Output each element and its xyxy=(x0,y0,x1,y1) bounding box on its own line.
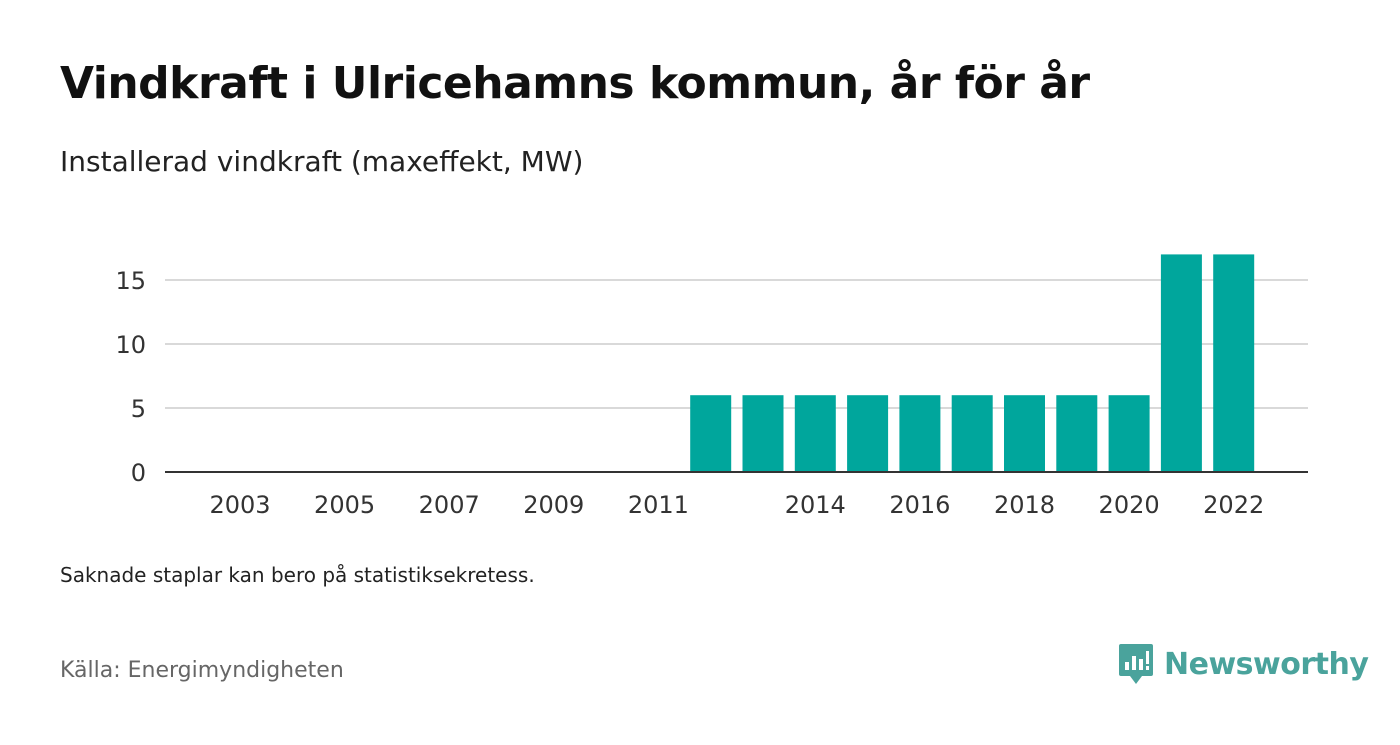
chart-subtitle: Installerad vindkraft (maxeffekt, MW) xyxy=(60,145,584,178)
x-tick-label: 2020 xyxy=(1099,491,1160,519)
x-tick-label: 2016 xyxy=(889,491,950,519)
newsworthy-logo-icon xyxy=(1119,644,1153,684)
brand-logo: Newsworthy xyxy=(1118,641,1369,687)
bar xyxy=(899,395,941,472)
x-tick-label: 2003 xyxy=(209,491,270,519)
y-tick-label: 0 xyxy=(131,459,146,487)
x-tick-label: 2022 xyxy=(1203,491,1264,519)
bar xyxy=(847,395,889,472)
bar xyxy=(1108,395,1150,472)
bar xyxy=(690,395,732,472)
chart-title: Vindkraft i Ulricehamns kommun, år för å… xyxy=(60,58,1090,109)
y-tick-label: 15 xyxy=(115,267,146,295)
x-tick-label: 2018 xyxy=(994,491,1055,519)
bar xyxy=(742,395,784,472)
footnote: Saknade staplar kan bero på statistiksek… xyxy=(60,563,535,587)
bar xyxy=(794,395,836,472)
x-tick-label: 2011 xyxy=(628,491,689,519)
bar xyxy=(1160,254,1202,472)
y-tick-label: 5 xyxy=(131,395,146,423)
x-tick-label: 2014 xyxy=(785,491,846,519)
y-tick-label: 10 xyxy=(115,331,146,359)
bar xyxy=(1004,395,1045,472)
x-tick-label: 2009 xyxy=(523,491,584,519)
source-text: Källa: Energimyndigheten xyxy=(60,658,344,683)
bar xyxy=(1056,395,1098,472)
bar xyxy=(951,395,993,472)
x-tick-label: 2005 xyxy=(314,491,375,519)
x-tick-label: 2007 xyxy=(419,491,480,519)
bar xyxy=(1213,254,1255,472)
brand-name: Newsworthy xyxy=(1164,646,1369,682)
